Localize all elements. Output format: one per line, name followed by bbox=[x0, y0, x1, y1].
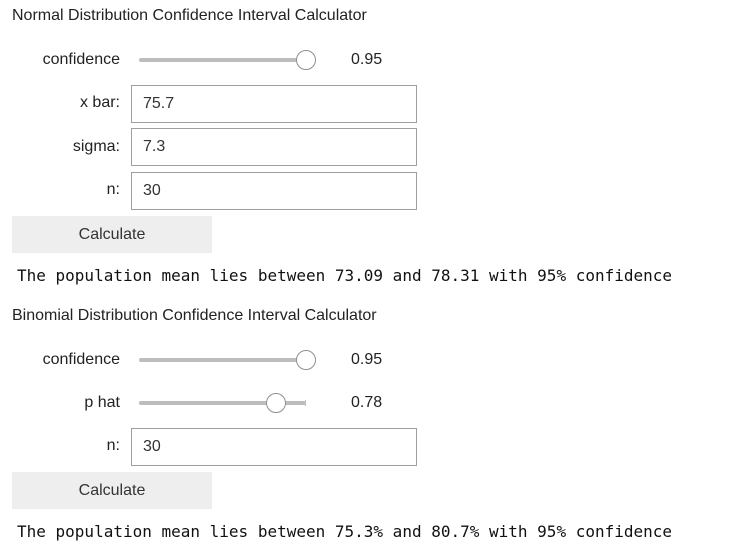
slider-end-tick bbox=[305, 400, 306, 406]
sigma-label: sigma: bbox=[72, 138, 120, 155]
binomial-title: Binomial Distribution Confidence Interva… bbox=[12, 307, 377, 324]
normal-confidence-label: confidence bbox=[42, 51, 120, 68]
slider-track bbox=[139, 58, 306, 62]
xbar-label: x bar: bbox=[79, 94, 120, 111]
binomial-confidence-label: confidence bbox=[42, 351, 120, 368]
phat-slider[interactable] bbox=[139, 393, 306, 413]
normal-title: Normal Distribution Confidence Interval … bbox=[12, 7, 367, 24]
binomial-confidence-value: 0.95 bbox=[351, 351, 383, 368]
phat-label: p hat bbox=[84, 394, 120, 411]
slider-handle[interactable] bbox=[266, 393, 287, 413]
binomial-result-text: The population mean lies between 75.3% a… bbox=[17, 522, 673, 541]
sigma-input[interactable]: 7.3 bbox=[131, 128, 417, 166]
slider-track bbox=[139, 401, 306, 405]
slider-handle[interactable] bbox=[296, 50, 317, 70]
binomial-calculate-button[interactable]: Calculate bbox=[12, 472, 212, 509]
xbar-input[interactable]: 75.7 bbox=[131, 85, 417, 123]
normal-result-text: The population mean lies between 73.09 a… bbox=[17, 266, 673, 285]
slider-handle[interactable] bbox=[296, 350, 317, 370]
normal-n-input[interactable]: 30 bbox=[131, 172, 417, 210]
phat-value: 0.78 bbox=[351, 394, 383, 411]
binomial-confidence-slider[interactable] bbox=[139, 350, 317, 370]
binomial-n-label: n: bbox=[106, 437, 120, 454]
normal-confidence-value: 0.95 bbox=[351, 51, 383, 68]
normal-confidence-slider[interactable] bbox=[139, 50, 317, 70]
normal-calculate-button[interactable]: Calculate bbox=[12, 216, 212, 253]
binomial-n-input[interactable]: 30 bbox=[131, 428, 417, 466]
slider-track bbox=[139, 358, 306, 362]
normal-n-label: n: bbox=[106, 181, 120, 198]
